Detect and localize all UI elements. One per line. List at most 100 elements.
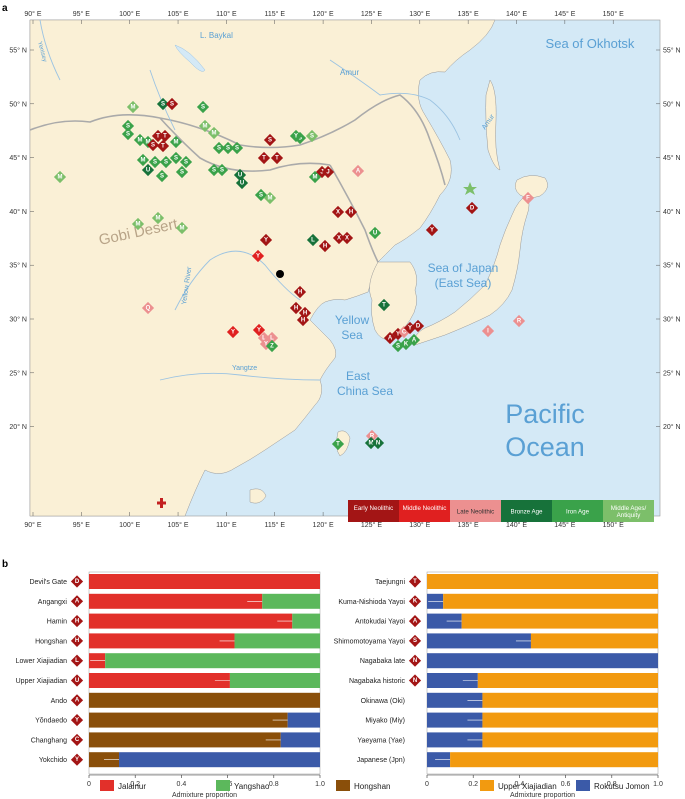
map-site-shape — [252, 323, 266, 337]
map-site-letter: S — [174, 155, 178, 161]
lat-tick-label-right: 30° N — [663, 316, 681, 324]
map-site-shape — [263, 133, 277, 147]
map-site-marker: S — [146, 138, 160, 152]
map-site-letter: S — [310, 133, 314, 139]
category-label: Angangxi — [38, 599, 68, 606]
map-site-shape — [340, 231, 354, 245]
map-site-marker: H — [344, 205, 358, 219]
bar-segment — [427, 653, 658, 669]
map-site-letter: T — [163, 133, 167, 139]
map-site-shape — [151, 129, 165, 143]
x-tick-label: 0.8 — [269, 781, 279, 788]
map-site-marker: Y — [252, 323, 266, 337]
lon-tick-label-bottom: 145° E — [554, 521, 575, 529]
category-label: Nagabaka late — [360, 658, 405, 665]
map-site-letter: X — [345, 235, 349, 241]
map-site-marker: S — [263, 133, 277, 147]
map-site-marker: Y — [226, 325, 240, 339]
map-site-marker: Y — [251, 249, 265, 263]
category-marker — [70, 733, 84, 746]
bar-segment — [292, 613, 320, 629]
map-legend-swatch — [501, 500, 552, 522]
map-site-shape — [296, 313, 310, 327]
label-sea-of-japan: Sea of Japan — [428, 261, 499, 275]
bar-segment — [89, 574, 320, 589]
category-label: Shimomotoyama Yayoi — [334, 638, 406, 645]
lon-tick-label-bottom: 115° E — [264, 521, 285, 529]
map-site-marker: I — [481, 324, 495, 338]
lat-tick-label-left: 35° N — [9, 262, 27, 270]
map-site-shape — [270, 151, 284, 165]
map-site-letter: L — [311, 237, 315, 243]
map-site-marker: S — [121, 127, 135, 141]
map-site-marker: M — [169, 135, 183, 149]
map-site-shape — [251, 249, 265, 263]
admixture-chart-right: Taejungni T Kuma-Nishioda Yayoi K Antokudai … — [334, 571, 663, 799]
bar-segment — [482, 732, 658, 748]
map-site-letter: S — [220, 167, 224, 173]
map-site-shape — [289, 301, 303, 315]
map-site-marker: Y — [425, 223, 439, 237]
lon-tick-label-bottom: 135° E — [458, 521, 479, 529]
category-label: Hamin — [47, 619, 67, 626]
category-marker-letter: N — [413, 678, 417, 684]
map-site-letter: R — [370, 433, 375, 439]
x-axis-title: Admixture proportion — [510, 792, 575, 799]
map-site-marker: U — [368, 226, 382, 240]
category-label: Kuma-Nishioda Yayoi — [338, 599, 405, 606]
category-marker-letter: T — [413, 579, 417, 585]
x-tick-label: 0.8 — [607, 781, 617, 788]
map-land-hainan — [249, 488, 267, 504]
map-site-letter: M — [156, 215, 161, 221]
label-baykal: L. Baykal — [200, 31, 233, 40]
category-label: Taejungni — [375, 579, 405, 586]
map-site-letter: T — [262, 155, 266, 161]
x-tick-label: 1.0 — [653, 781, 663, 788]
map-site-letter: Y — [231, 329, 235, 335]
map-site-letter: Y — [430, 227, 434, 233]
map-legend-label: Early Neolithic — [354, 505, 394, 512]
map-site-marker: M — [53, 170, 67, 184]
map-site-letter: S — [164, 159, 168, 165]
map-site-shape — [121, 127, 135, 141]
map-site-marker: M — [364, 436, 378, 450]
map-legend-label: Middle Neolithic — [403, 505, 447, 512]
map-site-letter: Y — [264, 237, 268, 243]
admixture-chart-left: Devil's Gate D Angangxi A Hamin H Hongshan H Low… — [16, 571, 325, 799]
legend-label: Jalainur — [118, 782, 146, 791]
category-marker-letter: U — [75, 678, 79, 684]
map-site-marker: S — [221, 141, 235, 155]
map-site-marker: T — [257, 151, 271, 165]
map-site-shape — [226, 325, 240, 339]
category-marker-letter: H — [75, 618, 79, 624]
category-label: Okinawa (Oki) — [361, 698, 405, 705]
map-site-shape — [308, 170, 322, 184]
bar-segment — [427, 633, 531, 649]
bar-segment — [443, 593, 658, 609]
map-site-letter: S — [161, 101, 165, 107]
map-site-shape — [465, 201, 479, 215]
category-label: Yŏndaedo — [35, 718, 67, 725]
lon-tick-label-top: 95° E — [73, 10, 91, 18]
map-site-letter: S — [396, 343, 400, 349]
map-land-sakhalin — [485, 79, 501, 171]
lat-tick-label-right: 20° N — [663, 423, 681, 431]
lat-tick-label-left: 45° N — [9, 154, 27, 162]
x-tick-label: 0.6 — [561, 781, 571, 788]
bar-segment — [229, 673, 320, 688]
x-axis-title: Admixture proportion — [172, 792, 237, 799]
map-site-marker: M — [198, 119, 212, 133]
bar-segment — [530, 633, 658, 649]
map-site-letter: H — [323, 243, 327, 249]
admixture-legend: Jalainur Yangshao Hongshan Upper Xiajiadian… — [100, 780, 650, 791]
category-marker-letter: C — [75, 737, 80, 743]
label-east-sea: (East Sea) — [435, 276, 492, 290]
category-marker-letter: A — [75, 698, 80, 704]
category-label: Yokchido — [39, 757, 67, 764]
map-site-letter: J — [326, 169, 329, 175]
lon-tick-label-bottom: 95° E — [73, 521, 91, 529]
map-site-marker: T — [331, 437, 345, 451]
legend-swatch — [336, 780, 350, 791]
bar-segment — [89, 692, 320, 708]
map-site-letter: X — [337, 235, 341, 241]
